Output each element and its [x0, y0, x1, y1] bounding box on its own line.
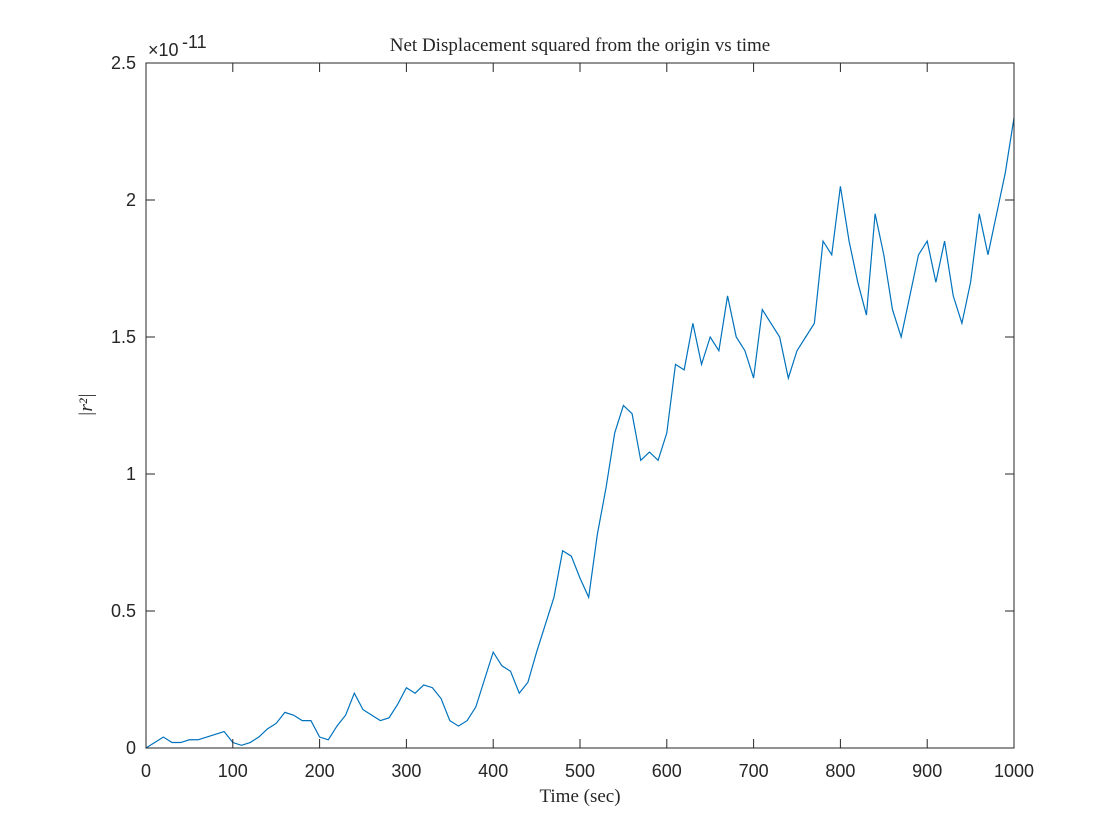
x-tick-label: 700: [739, 761, 769, 781]
x-tick-label: 600: [652, 761, 682, 781]
x-tick-label: 300: [391, 761, 421, 781]
x-tick-label: 500: [565, 761, 595, 781]
chart-title: Net Displacement squared from the origin…: [390, 35, 770, 56]
data-line: [145, 117, 1015, 749]
x-tick-label: 400: [478, 761, 508, 781]
x-tick-label: 900: [912, 761, 942, 781]
y-axis-label: |r²|: [76, 393, 97, 417]
y-tick-label: 2: [126, 190, 136, 210]
y-tick-label: 1: [126, 464, 136, 484]
y-tick-label: 1.5: [111, 327, 136, 347]
y-exponent-base: ×10: [148, 40, 179, 60]
x-tick-label: 100: [218, 761, 248, 781]
x-tick-label: 200: [305, 761, 335, 781]
x-axis-label: Time (sec): [539, 786, 620, 807]
y-tick-label: 0: [126, 738, 136, 758]
x-tick-label: 800: [825, 761, 855, 781]
y-tick-label: 0.5: [111, 601, 136, 621]
x-tick-label: 1000: [994, 761, 1034, 781]
y-tick-label: 2.5: [111, 53, 136, 73]
x-tick-label: 0: [141, 761, 151, 781]
y-exponent-power: -11: [182, 32, 207, 52]
